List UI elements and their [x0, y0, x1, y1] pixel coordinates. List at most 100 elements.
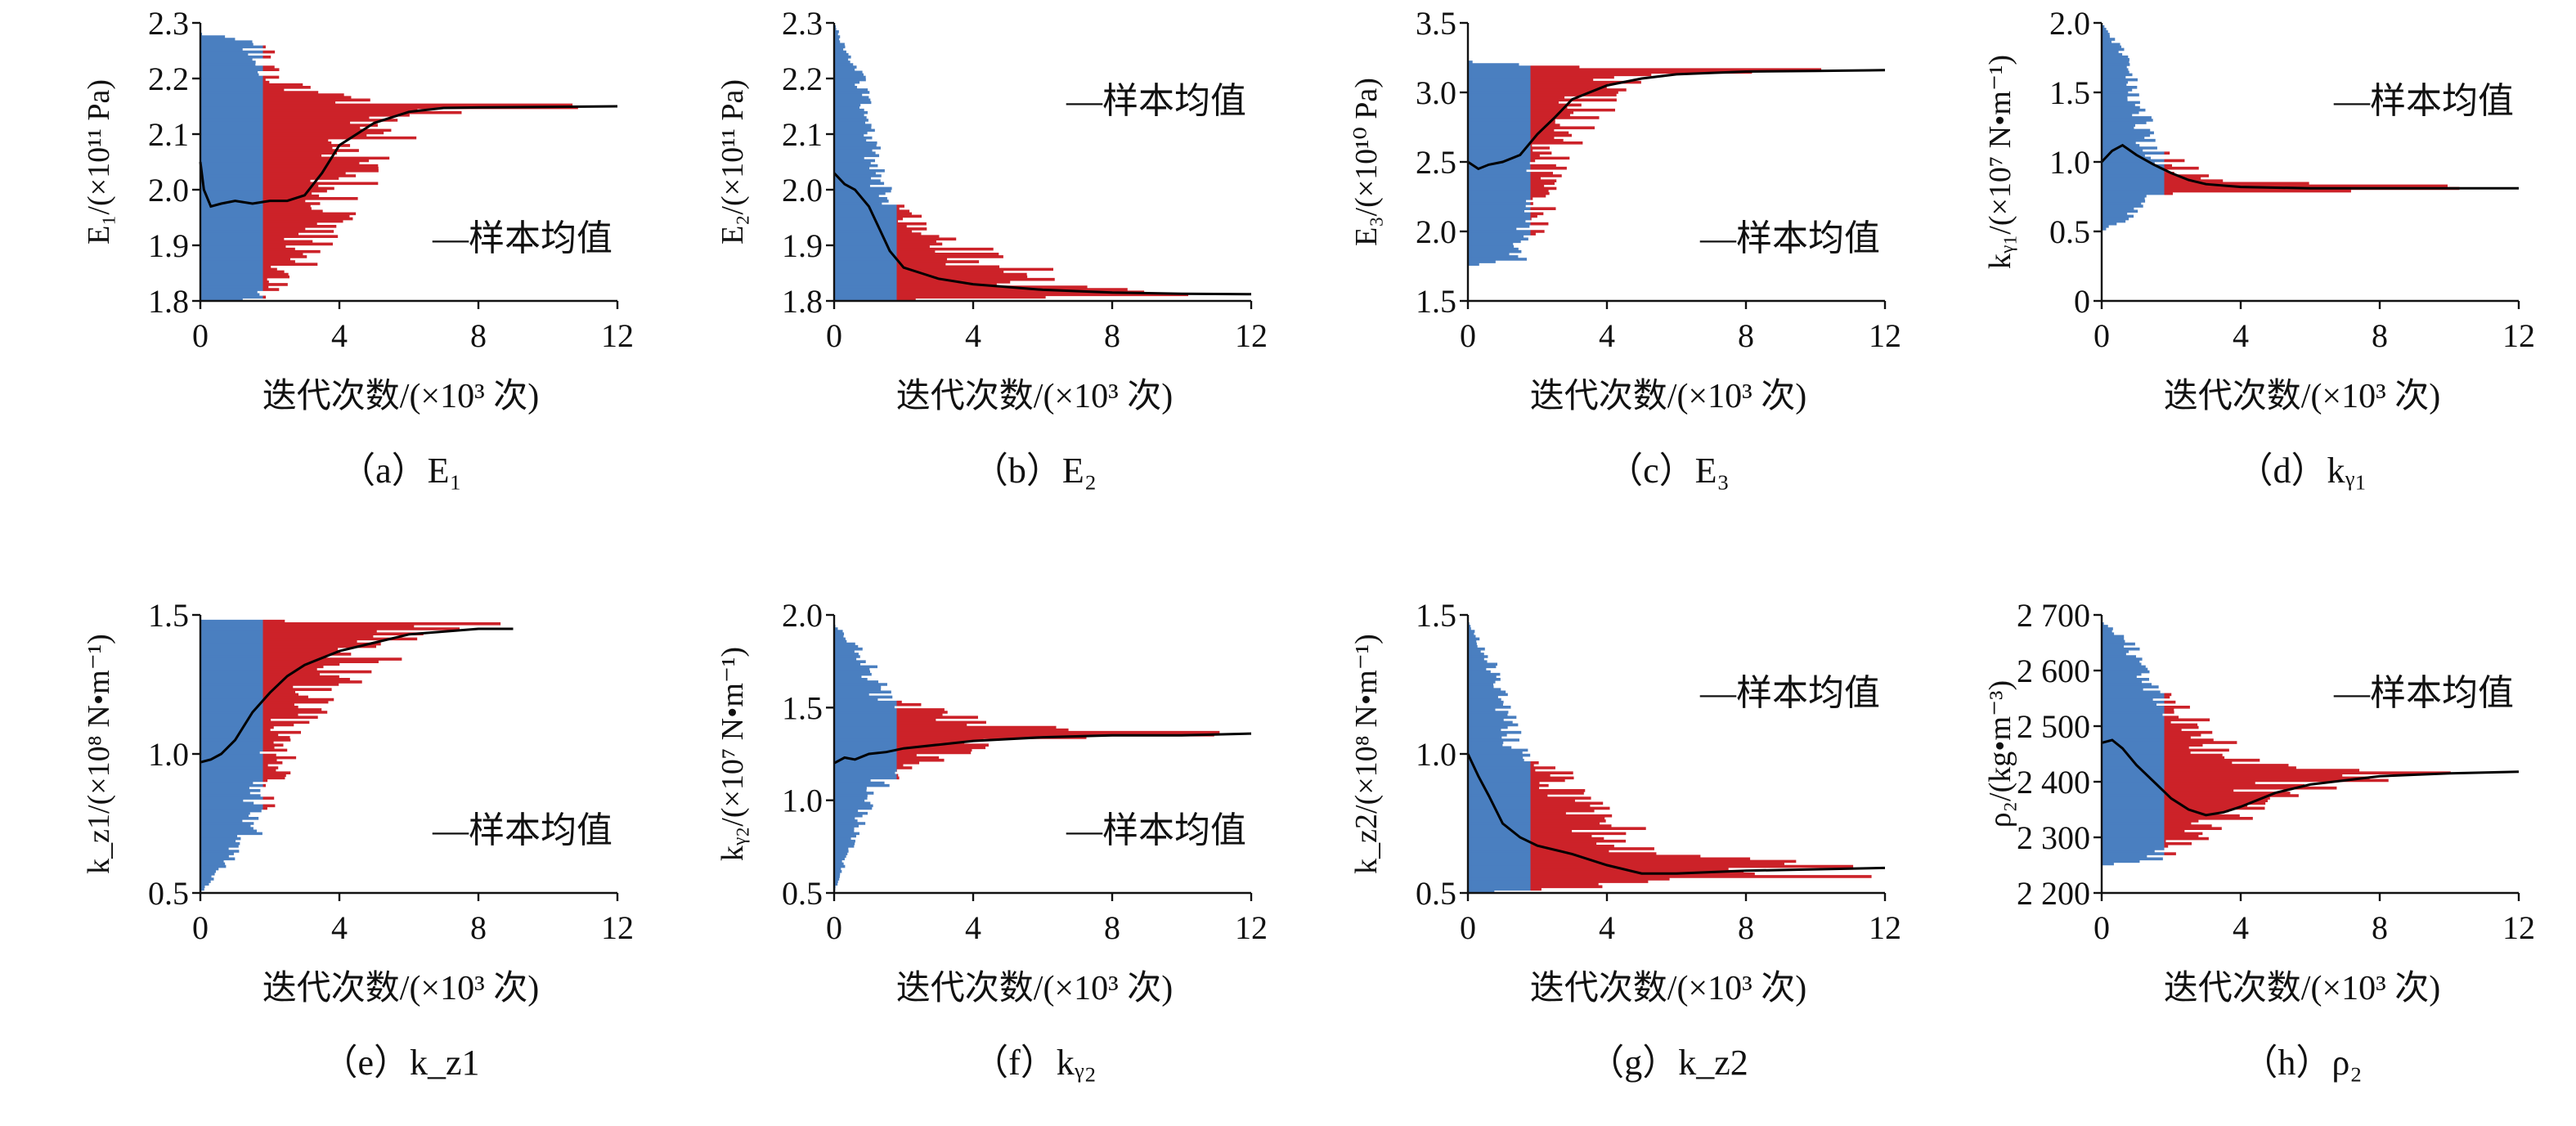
y-tick-label: 2.0	[1416, 213, 1456, 250]
y-tick-label: 2.0	[148, 172, 189, 209]
panel-caption: （e）k_z1	[321, 1043, 479, 1083]
x-tick-label: 0	[826, 317, 842, 354]
sample-mean-line	[832, 172, 1252, 296]
chart-panel-b: 1.8 1.9 2.0 2.1 2.2 2.3 0 4 8 12 E₂/(×10¹¹ Pa) 迭代次数…	[716, 5, 1268, 491]
panel-caption: （b）E₂	[972, 451, 1097, 491]
sample-mean-line	[833, 732, 1252, 765]
y-tick-label: 0.5	[148, 875, 189, 912]
x-tick-label: 12	[1235, 317, 1268, 354]
sample-mean-line	[2100, 143, 2519, 190]
x-tick-label: 4	[1599, 317, 1615, 354]
y-tick-label: 2 200	[2017, 875, 2090, 912]
y-tick-label: 1.9	[148, 227, 189, 264]
y-tick-label: 1.8	[148, 283, 189, 320]
x-tick-label: 4	[331, 909, 348, 946]
y-tick-label: 2.1	[782, 116, 823, 153]
x-axis-label: 迭代次数/(×10³ 次)	[1530, 378, 1806, 415]
y-tick-label: 2 700	[2017, 597, 2090, 634]
y-tick-label: 1.5	[148, 597, 189, 634]
y-tick-label: 0.5	[1416, 875, 1456, 912]
sample-mean-line	[1466, 753, 1886, 875]
x-tick-label: 12	[2502, 909, 2535, 946]
x-tick-label: 12	[601, 909, 634, 946]
y-tick-label: 1.0	[148, 736, 189, 773]
x-tick-label: 0	[2094, 909, 2110, 946]
x-tick-label: 0	[192, 317, 209, 354]
x-tick-label: 0	[2094, 317, 2110, 354]
y-axis-label: k_z2/(×10⁸ N•m⁻¹)	[1349, 634, 1384, 874]
y-tick-label: 1.0	[2049, 144, 2090, 181]
y-tick-label: 2.1	[148, 116, 189, 153]
y-tick-label: 2.0	[782, 597, 823, 634]
panel-caption: （c）E₃	[1607, 451, 1730, 491]
y-tick-label: 0.5	[782, 875, 823, 912]
sample-mean-line	[1467, 69, 1886, 171]
panel-caption: （h）ρ₂	[2242, 1043, 2362, 1083]
y-tick-label: 2 600	[2017, 653, 2090, 689]
y-tick-label: 3.0	[1416, 74, 1456, 111]
y-tick-label: 1.5	[1416, 283, 1456, 320]
trace-band	[200, 619, 501, 894]
x-tick-label: 12	[1869, 317, 1901, 354]
legend-label: —样本均值	[2333, 81, 2514, 121]
legend-label: —样本均值	[432, 218, 613, 258]
y-axis-label: kᵧ₂/(×10⁷ N•m⁻¹)	[716, 647, 750, 861]
trace-band	[1468, 622, 1872, 894]
x-tick-label: 8	[1104, 909, 1120, 946]
x-tick-label: 12	[1235, 909, 1268, 946]
y-tick-label: 0	[2074, 283, 2090, 320]
trace-band	[2102, 25, 2460, 231]
y-tick-label: 1.5	[782, 689, 823, 726]
x-tick-label: 8	[1738, 317, 1754, 354]
sample-mean-line	[2101, 738, 2520, 817]
x-tick-label: 12	[1869, 909, 1901, 946]
x-tick-label: 8	[470, 317, 487, 354]
chart-panel-a: 1.8 1.9 2.0 2.1 2.2 2.3 0 4 8 12 E₁/(×10¹¹ Pa) 迭代次数…	[82, 5, 634, 491]
x-tick-label: 4	[1599, 909, 1615, 946]
legend-label: —样本均值	[1699, 673, 1880, 713]
x-tick-label: 8	[1104, 317, 1120, 354]
y-tick-label: 2.0	[2049, 5, 2090, 42]
y-tick-label: 1.8	[782, 283, 823, 320]
x-axis-label: 迭代次数/(×10³ 次)	[2164, 378, 2440, 415]
x-axis-label: 迭代次数/(×10³ 次)	[263, 970, 539, 1007]
y-tick-label: 2.0	[782, 172, 823, 209]
sample-mean-line	[200, 627, 514, 764]
y-tick-label: 2.3	[782, 5, 823, 42]
y-tick-label: 2.5	[1416, 144, 1456, 181]
chart-panel-f: 0.5 1.0 1.5 2.0 0 4 8 12 kᵧ₂/(×10⁷ N•m⁻¹) 迭代次数/(×…	[716, 597, 1268, 1083]
x-axis-label: 迭代次数/(×10³ 次)	[263, 378, 539, 415]
y-tick-label: 2.2	[782, 61, 823, 97]
y-axis-label: E₃/(×10¹⁰ Pa)	[1349, 78, 1384, 246]
chart-panel-g: 0.5 1.0 1.5 0 4 8 12 k_z2/(×10⁸ N•m⁻¹) 迭代次数/(×10…	[1349, 597, 1901, 1083]
trace-band	[1468, 61, 1822, 266]
panel-caption: （a）E₁	[339, 451, 462, 491]
y-tick-label: 2.3	[148, 5, 189, 42]
x-tick-label: 8	[2372, 909, 2388, 946]
x-tick-label: 4	[2233, 317, 2249, 354]
legend-label: —样本均值	[432, 810, 613, 850]
legend-label: —样本均值	[2333, 673, 2514, 713]
trace-band	[834, 25, 1188, 302]
x-tick-label: 0	[826, 909, 842, 946]
y-axis-label: ρ₂/(kg•m⁻³)	[1983, 680, 2017, 828]
trace-band	[834, 625, 1220, 891]
x-tick-label: 8	[1738, 909, 1754, 946]
x-tick-label: 0	[1460, 317, 1476, 354]
y-axis-label: E₂/(×10¹¹ Pa)	[716, 79, 750, 244]
y-tick-label: 3.5	[1416, 5, 1456, 42]
y-axis-label: kᵧ₁/(×10⁷ N•m⁻¹)	[1983, 55, 2017, 269]
panel-caption: （f）kᵧ₂	[972, 1043, 1097, 1083]
y-tick-label: 2 400	[2017, 764, 2090, 801]
y-axis-label: k_z1/(×10⁸ N•m⁻¹)	[82, 634, 116, 874]
x-axis-label: 迭代次数/(×10³ 次)	[2164, 970, 2440, 1007]
y-tick-label: 2.2	[148, 61, 189, 97]
chart-panel-e: 0.5 1.0 1.5 0 4 8 12 k_z1/(×10⁸ N•m⁻¹) 迭代次数/(×10…	[82, 597, 634, 1083]
y-tick-label: 2 500	[2017, 708, 2090, 745]
y-axis-label: E₁/(×10¹¹ Pa)	[82, 79, 116, 244]
y-tick-label: 1.5	[2049, 74, 2090, 111]
x-tick-label: 12	[601, 317, 634, 354]
sample-mean-line	[199, 105, 618, 209]
y-tick-label: 1.9	[782, 227, 823, 264]
